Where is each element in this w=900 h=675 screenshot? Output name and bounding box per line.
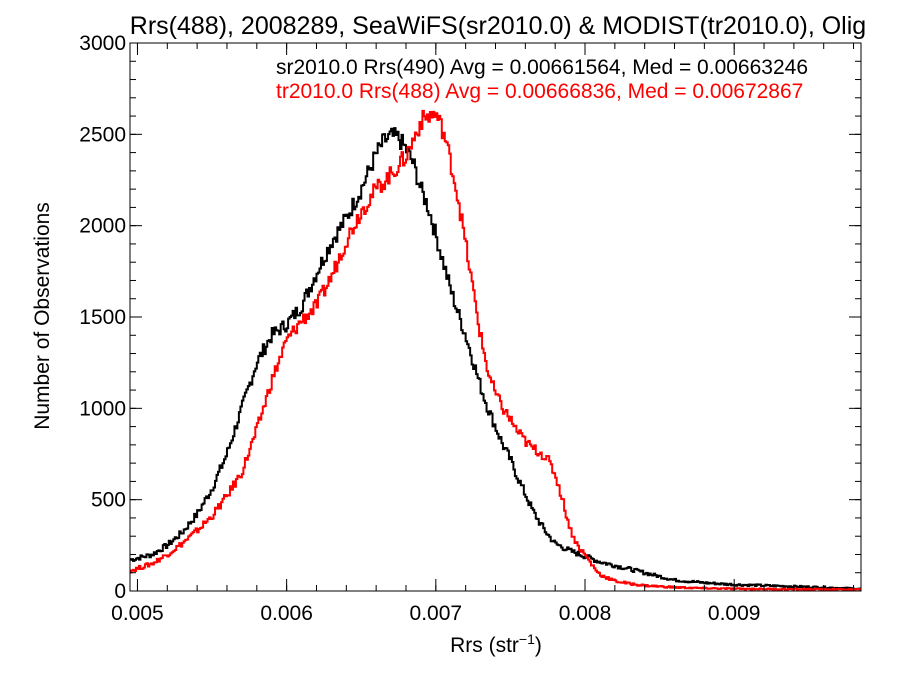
x-tick-label: 0.008 — [559, 602, 612, 625]
series-layer — [130, 109, 861, 591]
x-axis-label-superscript: −1 — [519, 631, 535, 647]
y-tick-label: 500 — [91, 489, 126, 512]
x-tick-label: 0.009 — [708, 602, 761, 625]
x-tick-label: 0.006 — [260, 602, 313, 625]
x-tick-label: 0.005 — [111, 602, 164, 625]
chart-title: Rrs(488), 2008289, SeaWiFS(sr2010.0) & M… — [130, 12, 866, 40]
series-line-0 — [130, 127, 861, 591]
y-axis-label: Number of Observations — [31, 202, 54, 430]
axis-layer: 0.005 0.006 0.007 0.008 0.009 0 500 1000 1500 200… — [79, 32, 862, 625]
legend-entry-black-series: sr2010.0 Rrs(490) Avg = 0.00661564, Med … — [276, 56, 808, 79]
x-axis-label-main: Rrs (str — [450, 634, 519, 657]
y-tick-label: 2000 — [79, 215, 126, 238]
plot-frame — [129, 42, 862, 592]
y-tick-label: 1500 — [79, 306, 126, 329]
x-axis-label-close: ) — [535, 634, 542, 657]
x-axis-label: Rrs (str−1) — [450, 631, 542, 657]
series-line-1 — [130, 109, 861, 591]
y-tick-label: 1000 — [79, 397, 126, 420]
y-tick-label: 0 — [114, 580, 126, 603]
x-tick-label: 0.007 — [410, 602, 463, 625]
y-tick-label: 2500 — [79, 123, 126, 146]
y-tick-label: 3000 — [79, 32, 126, 55]
legend-entry-red-series: tr2010.0 Rrs(488) Avg = 0.00666836, Med … — [276, 80, 803, 103]
